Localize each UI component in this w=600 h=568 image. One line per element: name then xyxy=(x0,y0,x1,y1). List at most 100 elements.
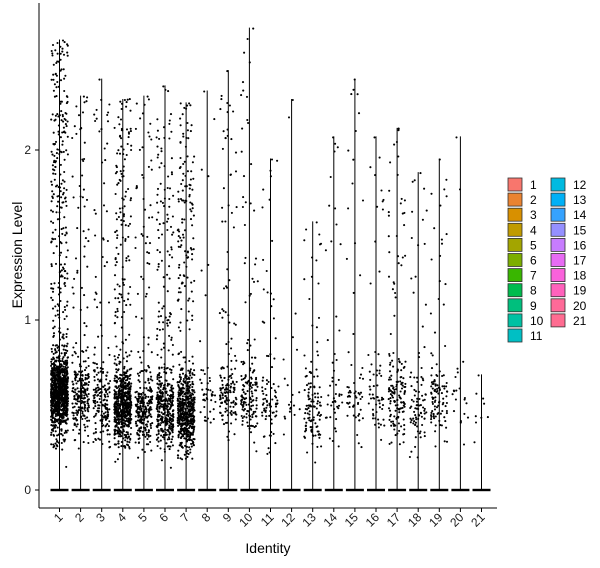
point-2-161 xyxy=(85,100,88,103)
point-10-122 xyxy=(242,391,245,394)
point-4-95 xyxy=(125,417,128,420)
point-4-609 xyxy=(115,415,118,418)
point-7-276 xyxy=(179,245,182,249)
point-1-510 xyxy=(54,442,57,445)
point-16-46 xyxy=(371,408,374,411)
zero-bar-17 xyxy=(388,488,407,492)
point-1-1102 xyxy=(55,397,59,400)
point-18-55 xyxy=(423,417,426,420)
point-7-163 xyxy=(190,281,193,284)
point-18-58 xyxy=(423,431,426,434)
point-12-15 xyxy=(288,410,291,413)
point-1-1080 xyxy=(60,196,63,199)
point-6-442 xyxy=(156,404,159,407)
point-17-32 xyxy=(403,424,406,427)
point-9-20 xyxy=(229,391,232,394)
point-9-123 xyxy=(222,309,225,312)
point-7-560 xyxy=(177,198,180,201)
point-19-88 xyxy=(430,415,433,418)
point-7-281 xyxy=(190,394,193,397)
point-3-186 xyxy=(100,391,103,394)
point-4-397 xyxy=(126,369,129,372)
point-3-70 xyxy=(94,212,97,215)
point-2-82 xyxy=(86,408,89,411)
point-13-112 xyxy=(317,430,320,433)
point-2-5 xyxy=(74,391,77,394)
point-2-248 xyxy=(83,205,86,208)
point-4-335 xyxy=(115,229,118,232)
point-19-67 xyxy=(432,413,435,416)
point-7-503 xyxy=(185,185,188,188)
point-2-227 xyxy=(74,416,77,419)
point-7-577 xyxy=(177,298,180,301)
point-6-273 xyxy=(159,389,162,392)
point-11-84 xyxy=(274,337,277,340)
point-17-65 xyxy=(400,425,403,428)
point-10-18 xyxy=(253,338,256,341)
point-2-246 xyxy=(75,419,78,422)
point-16-40 xyxy=(369,397,373,400)
point-3-192 xyxy=(98,380,101,383)
point-14-5 xyxy=(331,380,334,383)
point-3-64 xyxy=(99,367,102,370)
point-5-88 xyxy=(143,103,146,106)
point-13-12 xyxy=(308,419,311,422)
point-11-54 xyxy=(265,394,268,397)
point-6-424 xyxy=(158,380,161,383)
point-12-9 xyxy=(294,312,297,315)
point-10-101 xyxy=(241,81,245,84)
point-1-151 xyxy=(66,249,69,252)
point-7-273 xyxy=(180,308,183,311)
point-5-241 xyxy=(147,429,150,432)
point-2-14 xyxy=(86,395,89,398)
point-10-38 xyxy=(255,407,258,410)
point-17-46 xyxy=(397,262,400,265)
point-7-630 xyxy=(188,183,191,186)
point-3-167 xyxy=(107,301,111,304)
point-21-8 xyxy=(477,374,480,377)
point-6-4 xyxy=(169,466,172,469)
point-1-330 xyxy=(64,123,67,126)
point-6-238 xyxy=(169,225,173,228)
point-5-163 xyxy=(145,387,148,390)
point-7-156 xyxy=(178,386,181,390)
point-15-1 xyxy=(354,416,357,419)
point-1-475 xyxy=(63,277,66,280)
point-3-146 xyxy=(100,422,104,425)
point-9-160 xyxy=(226,70,229,73)
point-16-11 xyxy=(369,388,372,391)
point-6-358 xyxy=(157,423,160,426)
point-19-101 xyxy=(445,178,448,181)
point-6-241 xyxy=(156,353,159,356)
point-1-1179 xyxy=(52,429,55,432)
point-3-131 xyxy=(92,432,95,435)
point-6-86 xyxy=(158,137,161,140)
point-19-22 xyxy=(443,416,446,419)
point-7-433 xyxy=(180,416,183,419)
point-3-178 xyxy=(97,371,100,374)
point-4-313 xyxy=(118,301,121,304)
point-19-77 xyxy=(443,385,446,388)
point-1-1059 xyxy=(50,150,53,153)
point-7-409 xyxy=(178,352,181,355)
point-3-152 xyxy=(92,394,95,397)
point-1-1131 xyxy=(61,399,64,402)
point-1-1109 xyxy=(57,281,60,285)
point-18-13 xyxy=(421,325,424,328)
point-1-13 xyxy=(62,311,65,314)
point-1-1181 xyxy=(52,221,55,224)
point-4-561 xyxy=(125,371,128,375)
point-19-75 xyxy=(430,352,433,355)
point-9-64 xyxy=(222,130,225,133)
point-10-152 xyxy=(240,395,243,398)
point-1-351 xyxy=(54,49,57,52)
point-1-1043 xyxy=(60,429,63,432)
point-11-45 xyxy=(265,269,268,273)
point-6-321 xyxy=(160,356,163,359)
point-2-171 xyxy=(80,391,83,395)
point-10-108 xyxy=(241,408,244,411)
point-14-30 xyxy=(340,393,343,396)
point-10-139 xyxy=(254,263,257,266)
point-19-53 xyxy=(440,392,443,395)
point-7-365 xyxy=(180,389,183,392)
